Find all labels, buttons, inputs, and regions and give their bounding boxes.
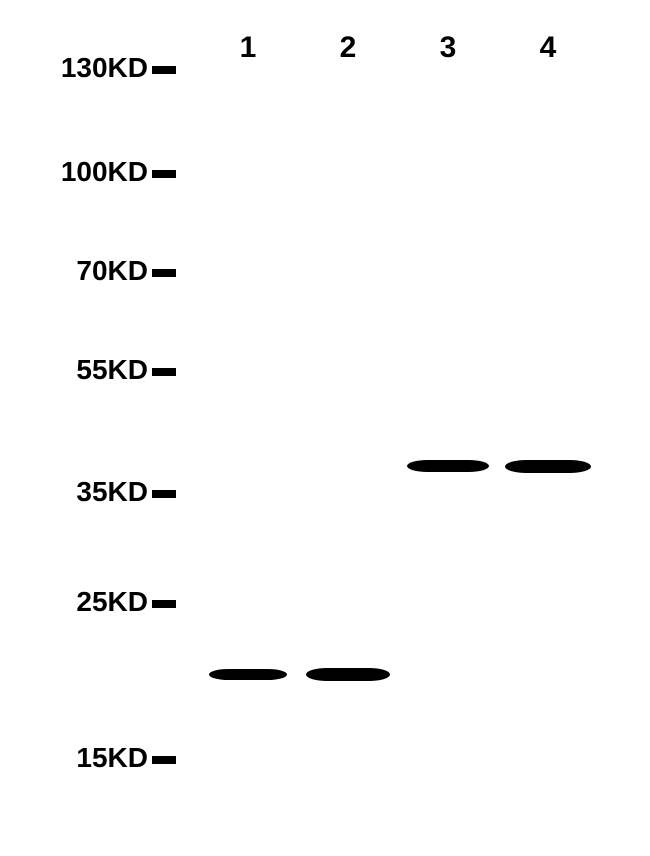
marker-tick-70kd <box>152 269 176 277</box>
marker-tick-100kd <box>152 170 176 178</box>
marker-label-70kd: 70KD <box>28 255 148 287</box>
marker-label-25kd: 25KD <box>28 586 148 618</box>
band-lane2 <box>306 668 390 681</box>
marker-tick-130kd <box>152 66 176 74</box>
marker-tick-15kd <box>152 756 176 764</box>
lane-label-3: 3 <box>428 31 468 65</box>
marker-label-15kd: 15KD <box>28 742 148 774</box>
marker-label-130kd: 130KD <box>28 52 148 84</box>
lane-label-4: 4 <box>528 31 568 65</box>
marker-tick-55kd <box>152 368 176 376</box>
western-blot: 130KD 100KD 70KD 55KD 35KD 25KD 15KD 1 2… <box>0 0 650 856</box>
lane-label-2: 2 <box>328 31 368 65</box>
band-lane4 <box>505 460 591 473</box>
marker-tick-25kd <box>152 600 176 608</box>
band-lane1 <box>209 669 287 680</box>
lane-label-1: 1 <box>228 31 268 65</box>
marker-label-35kd: 35KD <box>28 476 148 508</box>
band-lane3 <box>407 460 489 472</box>
marker-tick-35kd <box>152 490 176 498</box>
marker-label-55kd: 55KD <box>28 354 148 386</box>
marker-label-100kd: 100KD <box>28 156 148 188</box>
